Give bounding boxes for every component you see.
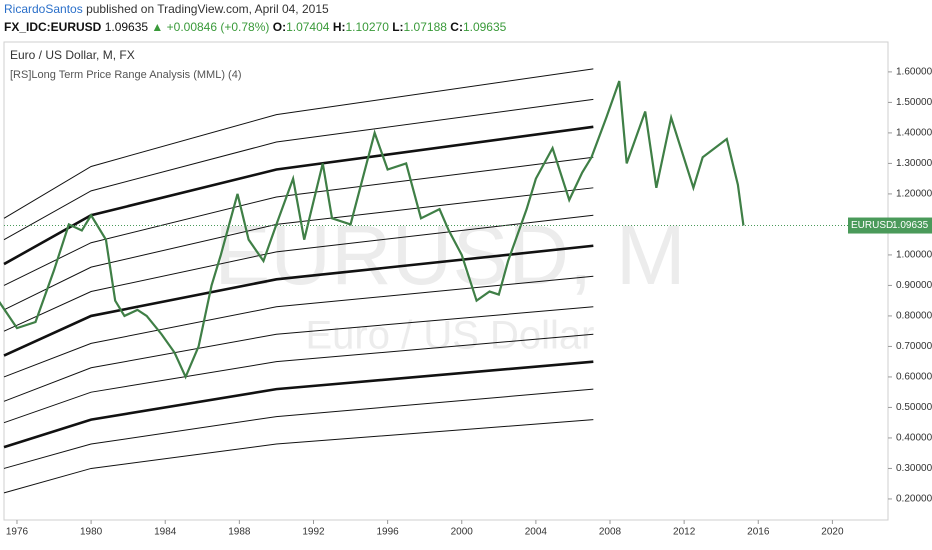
mml-line — [3, 98, 594, 241]
o-label: O: — [273, 20, 286, 34]
mml-line — [3, 244, 594, 357]
x-tick-label: 1996 — [376, 527, 399, 538]
mml-line — [3, 214, 594, 332]
watermark-sub: Euro / US Dollar — [306, 314, 595, 358]
mml-line — [3, 360, 594, 449]
mml-line — [3, 275, 594, 378]
x-tick-label: 2020 — [821, 527, 844, 538]
h-label: H: — [333, 20, 346, 34]
mml-line — [3, 125, 594, 266]
y-tick-label: 0.50000 — [896, 402, 932, 413]
y-tick-label: 1.50000 — [896, 97, 932, 108]
header-line: RicardoSantos published on TradingView.c… — [4, 2, 329, 16]
h-value: 1.10270 — [345, 20, 389, 34]
last-value: 1.09635 — [892, 220, 929, 231]
mml-line — [3, 306, 594, 402]
y-tick-label: 1.60000 — [896, 67, 932, 78]
y-tick-label: 1.40000 — [896, 128, 932, 139]
y-tick-label: 0.70000 — [896, 341, 932, 352]
last-label: EURUSD — [851, 220, 893, 231]
x-tick-label: 2012 — [673, 527, 696, 538]
y-tick-label: 1.00000 — [896, 250, 932, 261]
mml-line — [3, 419, 594, 494]
mml-line — [3, 68, 594, 219]
l-value: 1.07188 — [404, 20, 448, 34]
y-tick-label: 0.80000 — [896, 311, 932, 322]
y-tick-label: 0.20000 — [896, 494, 932, 505]
price: 1.09635 — [105, 20, 149, 34]
y-tick-label: 0.40000 — [896, 433, 932, 444]
indicator-label: [RS]Long Term Price Range Analysis (MML)… — [10, 69, 242, 81]
x-tick-label: 1988 — [228, 527, 251, 538]
symbol-line: FX_IDC:EURUSD 1.09635 ▲ +0.00846 (+0.78%… — [4, 20, 507, 34]
watermark: EURUSD, M — [214, 208, 685, 302]
x-tick-label: 2008 — [599, 527, 622, 538]
y-tick-label: 1.20000 — [896, 189, 932, 200]
published: published on TradingView.com, April 04, … — [86, 2, 329, 16]
x-tick-label: 1984 — [154, 527, 177, 538]
y-tick-label: 0.60000 — [896, 372, 932, 383]
x-tick-label: 1980 — [80, 527, 103, 538]
x-tick-label: 2016 — [747, 527, 770, 538]
symbol: FX_IDC:EURUSD — [4, 20, 102, 34]
y-tick-label: 0.30000 — [896, 463, 932, 474]
x-tick-label: 1992 — [302, 527, 325, 538]
c-value: 1.09635 — [463, 20, 507, 34]
plot-frame — [3, 41, 889, 521]
legend-title: Euro / US Dollar, M, FX — [10, 48, 135, 62]
author[interactable]: RicardoSantos — [4, 2, 83, 16]
x-tick-label: 2000 — [451, 527, 474, 538]
y-tick-label: 0.90000 — [896, 280, 932, 291]
x-tick-label: 1976 — [6, 527, 29, 538]
change: ▲ +0.00846 (+0.78%) — [151, 20, 269, 34]
y-tick-label: 1.30000 — [896, 158, 932, 169]
c-label: C: — [450, 20, 463, 34]
price-line — [0, 80, 745, 380]
l-label: L: — [392, 20, 403, 34]
mml-line — [3, 156, 594, 286]
mml-line — [3, 388, 594, 469]
o-value: 1.07404 — [286, 20, 330, 34]
x-tick-label: 2004 — [525, 527, 548, 538]
mml-line — [3, 333, 594, 424]
last-price-box — [848, 217, 932, 234]
